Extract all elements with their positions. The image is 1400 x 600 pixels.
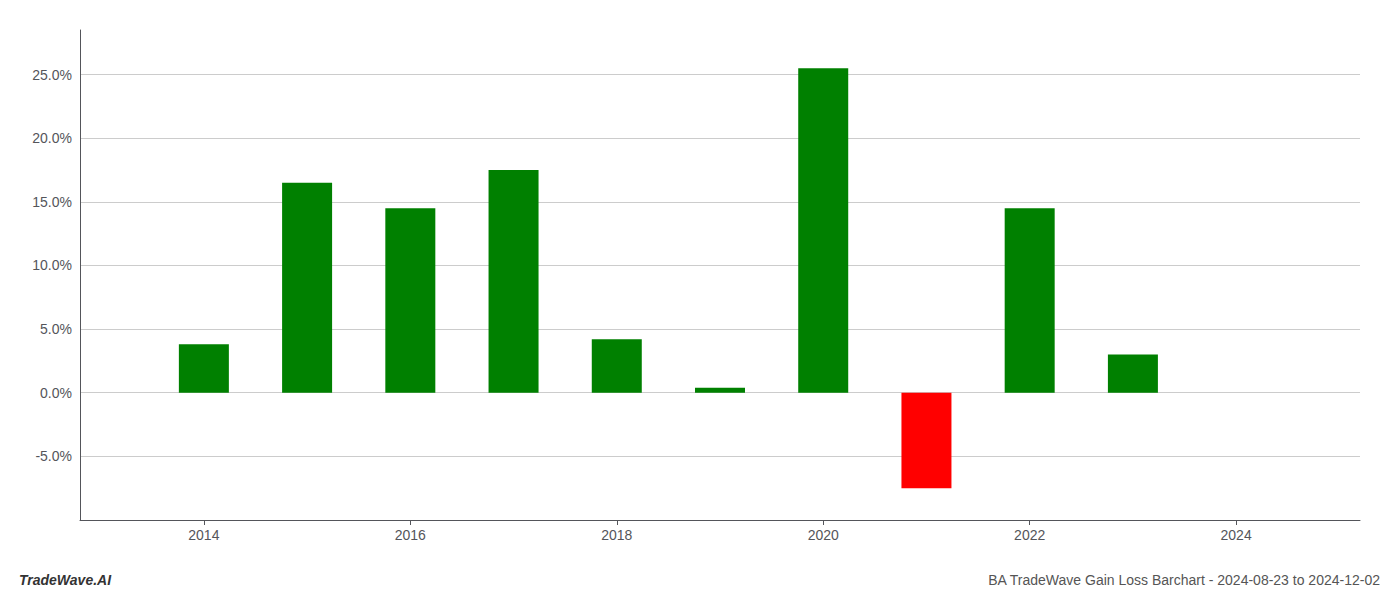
svg-text:2018: 2018 <box>601 527 632 543</box>
svg-text:TradeWave.AI: TradeWave.AI <box>19 572 112 588</box>
svg-text:10.0%: 10.0% <box>32 257 72 273</box>
svg-text:2020: 2020 <box>808 527 839 543</box>
svg-text:0.0%: 0.0% <box>40 385 72 401</box>
svg-text:2024: 2024 <box>1221 527 1252 543</box>
svg-text:5.0%: 5.0% <box>40 321 72 337</box>
svg-text:2016: 2016 <box>395 527 426 543</box>
svg-text:-5.0%: -5.0% <box>35 448 72 464</box>
svg-text:2022: 2022 <box>1014 527 1045 543</box>
svg-text:BA TradeWave Gain Loss Barchar: BA TradeWave Gain Loss Barchart - 2024-0… <box>988 572 1380 588</box>
svg-text:15.0%: 15.0% <box>32 194 72 210</box>
svg-text:20.0%: 20.0% <box>32 130 72 146</box>
svg-text:2014: 2014 <box>188 527 219 543</box>
svg-text:25.0%: 25.0% <box>32 67 72 83</box>
